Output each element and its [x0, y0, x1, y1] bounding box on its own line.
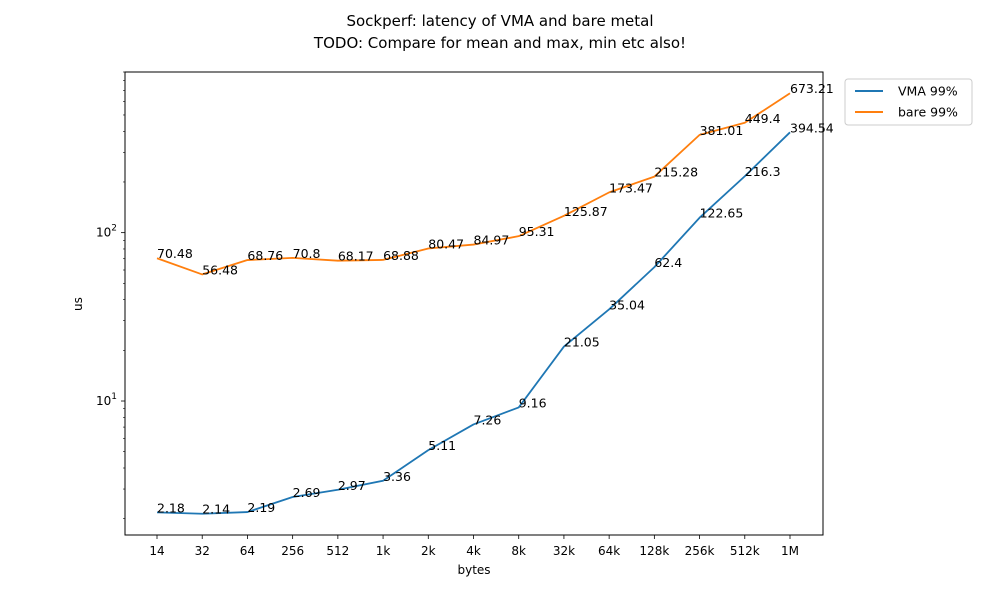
data-label: 125.87: [564, 204, 608, 219]
x-tick-label: 64k: [598, 544, 620, 558]
data-label: 80.47: [428, 237, 464, 252]
data-label: 381.01: [700, 123, 744, 138]
data-label: 2.18: [157, 500, 185, 515]
data-label: 70.48: [157, 246, 193, 261]
data-label: 394.54: [790, 120, 834, 135]
x-axis-label: bytes: [457, 563, 490, 577]
x-tick-label: 512: [326, 544, 349, 558]
data-label: 62.4: [654, 255, 682, 270]
data-label: 7.26: [474, 412, 502, 427]
chart-title: Sockperf: latency of VMA and bare metal: [346, 12, 653, 30]
legend-label: VMA 99%: [898, 84, 958, 99]
x-tick-label: 64: [240, 544, 255, 558]
data-label: 2.69: [293, 485, 321, 500]
data-label: 68.88: [383, 248, 419, 263]
x-tick-label: 128k: [639, 544, 669, 558]
x-tick-label: 32: [195, 544, 210, 558]
data-label: 21.05: [564, 335, 600, 350]
x-tick-label: 256k: [685, 544, 715, 558]
x-tick-label: 512k: [730, 544, 760, 558]
data-label: 9.16: [519, 395, 547, 410]
data-label: 215.28: [654, 165, 698, 180]
x-tick-label: 256: [281, 544, 304, 558]
data-label: 95.31: [519, 224, 555, 239]
x-tick-label: 1M: [781, 544, 799, 558]
series-line-2: [156, 92, 791, 276]
data-label: 68.17: [338, 249, 374, 264]
data-label: 2.14: [202, 502, 230, 517]
data-label: 68.76: [247, 248, 283, 263]
data-label: 173.47: [609, 180, 653, 195]
data-label: 449.4: [745, 111, 781, 126]
x-tick-label: 1k: [376, 544, 391, 558]
data-label: 84.97: [474, 233, 510, 248]
series-line-1: [156, 131, 791, 515]
x-tick-label: 2k: [421, 544, 436, 558]
data-label: 2.19: [247, 500, 275, 515]
chart-subtitle: TODO: Compare for mean and max, min etc …: [313, 34, 686, 52]
data-label: 3.36: [383, 469, 411, 484]
x-tick-label: 32k: [553, 544, 575, 558]
data-label: 2.97: [338, 478, 366, 493]
data-label: 70.8: [293, 246, 321, 261]
data-label: 56.48: [202, 262, 238, 277]
data-label: 122.65: [700, 206, 744, 221]
data-label: 673.21: [790, 81, 834, 96]
y-tick-label: 102: [96, 224, 117, 240]
x-tick-label: 8k: [511, 544, 526, 558]
x-tick-label: 4k: [466, 544, 481, 558]
legend: VMA 99% bare 99%: [844, 78, 973, 126]
plot-area: 14 32 64 256 512 1k 2k 4k 8k 32k 64k 128k 256k 512k 1M…: [96, 71, 834, 558]
data-label: 5.11: [428, 438, 456, 453]
y-axis-label: us: [71, 297, 85, 311]
legend-label: bare 99%: [898, 105, 958, 120]
data-label: 216.3: [745, 164, 781, 179]
x-tick-label: 14: [149, 544, 164, 558]
y-tick-label: 101: [96, 392, 117, 408]
axes-frame: [124, 71, 824, 536]
data-label: 35.04: [609, 297, 645, 312]
